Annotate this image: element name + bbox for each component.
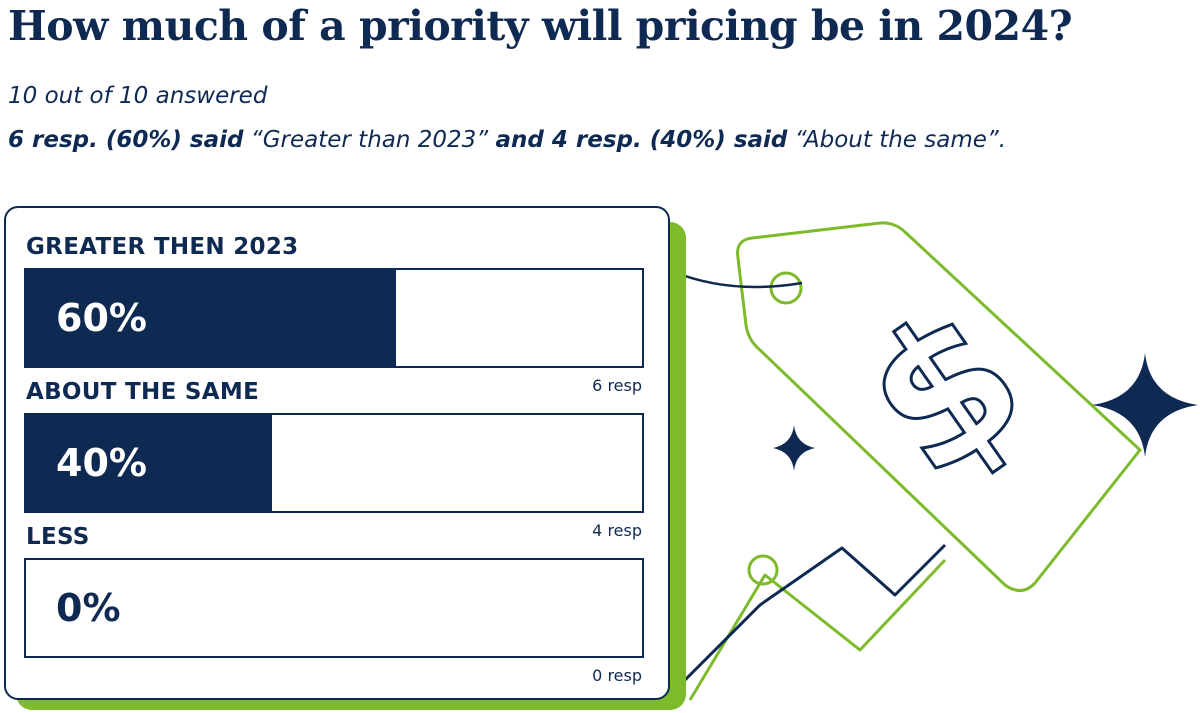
summary-part-2: and 4 resp. (40%) said (495, 127, 788, 153)
trend-point-icon (747, 554, 779, 586)
bar-value-label: 40% (56, 441, 147, 485)
bar-fill (26, 270, 396, 366)
bar-fill (26, 415, 273, 511)
page-title: How much of a priority will pricing be i… (8, 2, 1073, 50)
summary-quote-1: “Greater than 2023” (243, 127, 496, 153)
navy-trend-line (673, 543, 947, 692)
sparkle-star-small-icon (773, 425, 815, 471)
category-label: LESS (26, 524, 90, 550)
bar-track: 40% (24, 413, 644, 513)
price-tag-icon (736, 221, 1142, 592)
summary-quote-2: “About the same”. (787, 127, 1007, 153)
category-label: ABOUT THE SAME (26, 379, 260, 405)
bar-track: 0% (24, 558, 644, 658)
sparkle-star-large-icon (1092, 353, 1198, 457)
green-trend-line (688, 558, 947, 701)
response-count: 6 resp (592, 376, 642, 395)
summary-part-1: 6 resp. (60%) said (8, 127, 244, 153)
bar-track: 60% (24, 268, 644, 368)
bar-value-label: 60% (56, 296, 147, 340)
bar-value-label: 0% (56, 586, 121, 630)
response-summary: 6 resp. (60%) said “Greater than 2023” a… (8, 125, 1006, 155)
tag-hole-icon (769, 271, 803, 305)
category-label: GREATER THEN 2023 (26, 234, 299, 260)
response-count: 0 resp (592, 666, 642, 685)
results-card: GREATER THEN 2023 60% 6 resp ABOUT THE SAME… (4, 206, 670, 700)
response-count: 4 resp (592, 521, 642, 540)
answered-count: 10 out of 10 answered (8, 83, 268, 109)
